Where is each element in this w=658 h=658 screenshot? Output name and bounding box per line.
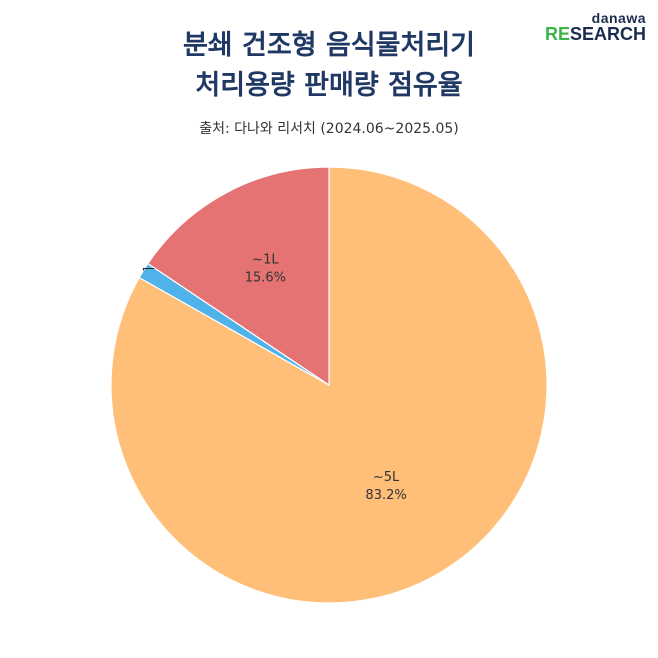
slice-label-0: ~5L [373, 470, 400, 485]
chart-subtitle: 출처: 다나와 리서치 (2024.06~2025.05) [199, 121, 459, 137]
slice-label-2: ~1L [252, 253, 279, 268]
slice-value-2: 15.6% [245, 271, 286, 286]
chart-title: 분쇄 건조형 음식물처리기 처리용량 판매량 점유율 [0, 26, 658, 106]
logo-accent-text: RE [544, 24, 570, 44]
logo-rest-text: SEARCH [569, 24, 646, 44]
slice-value-0: 83.2% [365, 488, 406, 503]
logo-bottom-text: RESEARCH [544, 24, 646, 44]
chart-title-line-1: 분쇄 건조형 음식물처리기 [182, 30, 476, 61]
danawa-research-logo: danawa RESEARCH [544, 10, 646, 44]
pie-slice-2 [147, 166, 330, 387]
chart-title-line-2: 처리용량 판매량 점유율 [195, 70, 463, 101]
logo-top-text: danawa [591, 10, 646, 26]
